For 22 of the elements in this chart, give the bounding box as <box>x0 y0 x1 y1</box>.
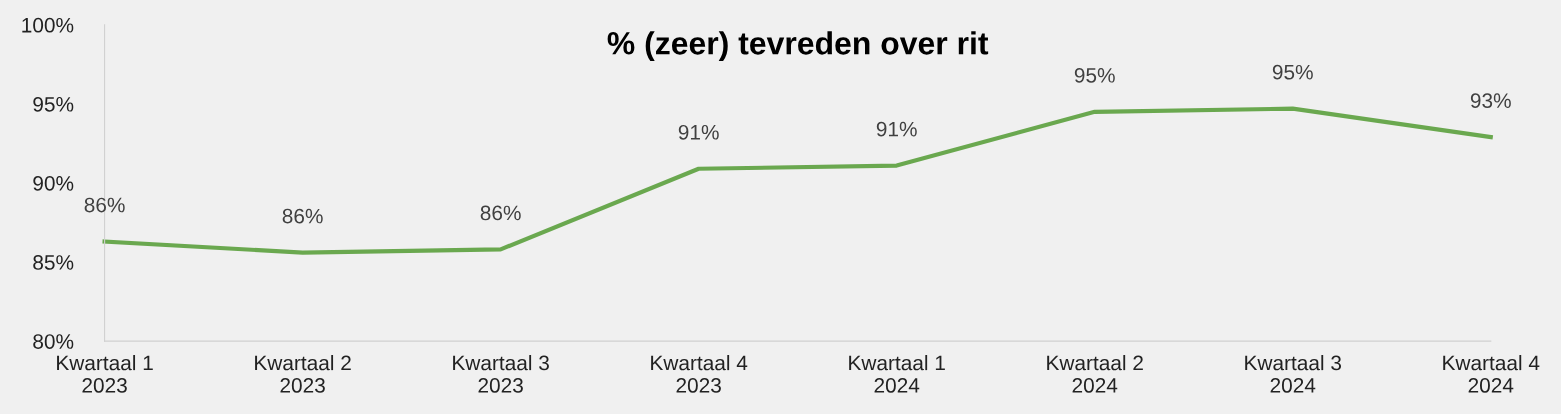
data-label: 95% <box>1074 67 1115 83</box>
data-label: 91% <box>876 121 917 137</box>
chart-title: % (zeer) tevreden over rit <box>607 31 989 61</box>
y-tick-label: 80% <box>33 334 74 349</box>
y-tick-label: 100% <box>22 17 74 33</box>
x-tick-label: Kwartaal 1 2023 <box>57 355 153 393</box>
data-label: 86% <box>84 197 125 213</box>
data-label: 91% <box>678 124 719 140</box>
data-label: 86% <box>480 205 521 221</box>
y-tick-label: 95% <box>33 96 74 112</box>
x-tick-label: Kwartaal 4 2024 <box>1443 355 1540 393</box>
y-tick-label: 90% <box>33 175 74 191</box>
x-tick-label: Kwartaal 2 2023 <box>255 355 351 393</box>
x-tick-label: Kwartaal 1 2024 <box>849 355 945 393</box>
x-tick-label: Kwartaal 3 2024 <box>1245 355 1342 393</box>
data-label: 86% <box>282 208 323 224</box>
x-tick-label: Kwartaal 4 2023 <box>651 355 748 393</box>
data-label: 93% <box>1470 93 1511 109</box>
x-tick-label: Kwartaal 3 2023 <box>453 355 549 393</box>
data-label: 95% <box>1272 64 1313 80</box>
x-tick-label: Kwartaal 2 2024 <box>1047 355 1143 393</box>
y-tick-label: 85% <box>33 255 74 270</box>
